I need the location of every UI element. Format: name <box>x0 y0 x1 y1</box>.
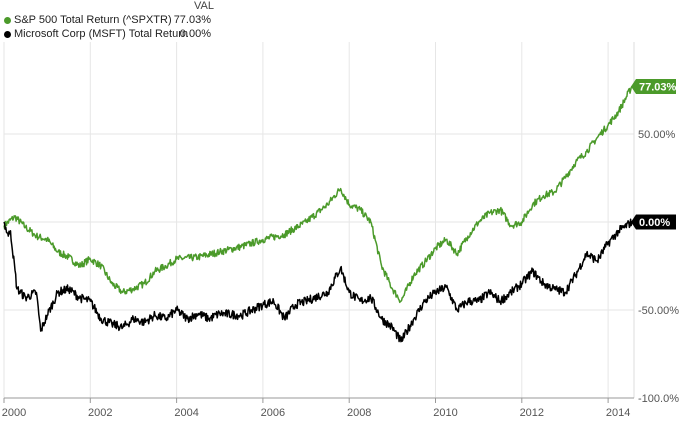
series-line-spx <box>3 86 633 304</box>
end-tag-background <box>631 78 676 94</box>
x-tick-label: 2014 <box>606 407 630 419</box>
end-tag-background <box>631 214 676 230</box>
x-tick-label: 2008 <box>347 407 371 419</box>
x-tick-label: 2012 <box>520 407 544 419</box>
legend-item-msft-name: Microsoft Corp (MSFT) Total Return <box>14 28 189 40</box>
y-tick-label: 50.00% <box>638 129 676 141</box>
series-line-msft <box>3 218 633 343</box>
legend-dot-msft-icon <box>4 31 11 38</box>
end-value-tags: 77.03% 0.00% <box>631 78 677 230</box>
x-tick-label: 2006 <box>261 407 285 419</box>
legend-dot-spx-icon <box>4 17 11 24</box>
x-tick-label: 2000 <box>2 407 26 419</box>
axes: 2000 2002 2004 2006 2008 2010 2012 2014 50.00% -5… <box>2 129 679 419</box>
y-tick-label: -50.00% <box>638 305 679 317</box>
end-tag-label: 77.03% <box>639 81 677 93</box>
x-tick-label: 2004 <box>174 407 198 419</box>
y-tick-label: -100.0% <box>638 393 679 405</box>
legend-item-spx[interactable]: S&P 500 Total Return (^SPXTR) 77.03% <box>0 14 225 28</box>
end-tag-spx: 77.03% <box>631 78 677 94</box>
legend-value-header: VAL <box>194 0 214 12</box>
gridlines <box>3 42 635 399</box>
x-tick-label: 2002 <box>88 407 112 419</box>
chart-series <box>3 86 633 343</box>
end-tag-msft: 0.00% <box>631 214 676 230</box>
x-tick-label: 2010 <box>433 407 457 419</box>
legend-item-msft-value: 0.00% <box>179 28 211 40</box>
legend-item-spx-value: 77.03% <box>173 14 211 26</box>
legend-item-msft[interactable]: Microsoft Corp (MSFT) Total Return 0.00% <box>0 28 225 42</box>
end-tag-label: 0.00% <box>639 217 670 229</box>
legend-item-spx-name: S&P 500 Total Return (^SPXTR) <box>14 14 172 26</box>
